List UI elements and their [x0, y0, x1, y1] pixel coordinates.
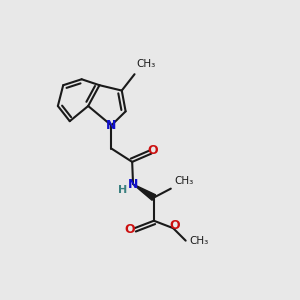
- Text: N: N: [106, 119, 116, 132]
- Text: O: O: [124, 223, 134, 236]
- Text: CH₃: CH₃: [136, 59, 155, 69]
- Text: CH₃: CH₃: [174, 176, 194, 186]
- Text: O: O: [169, 219, 180, 232]
- Polygon shape: [133, 184, 156, 200]
- Text: O: O: [148, 144, 158, 157]
- Text: N: N: [128, 178, 138, 191]
- Text: H: H: [118, 185, 127, 195]
- Text: CH₃: CH₃: [189, 236, 208, 246]
